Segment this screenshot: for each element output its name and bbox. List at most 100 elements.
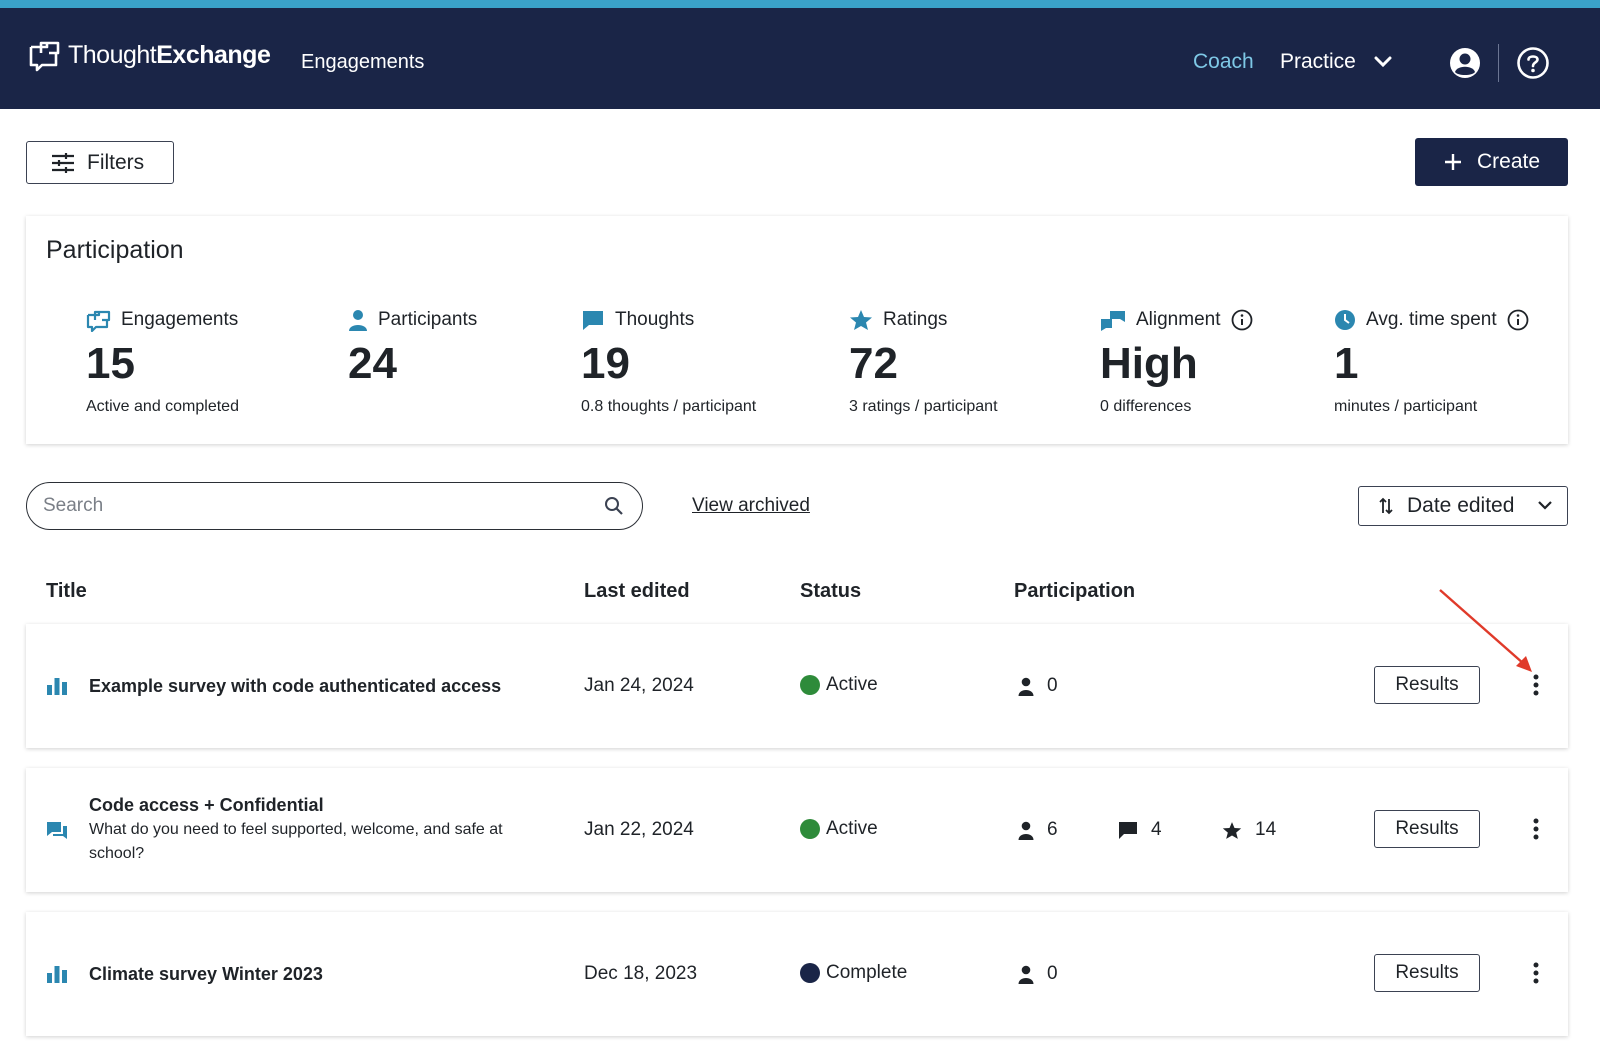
last-edited-date: Dec 18, 2023	[584, 963, 698, 984]
bar-chart-icon	[47, 966, 67, 983]
star-icon	[1222, 821, 1242, 839]
person-icon	[1018, 821, 1034, 840]
engagement-title[interactable]: Example survey with code authenticated a…	[89, 676, 502, 696]
status-dot	[800, 963, 820, 983]
stat-value: 15	[86, 339, 135, 388]
stat-thoughts: Thoughts 19 0.8 thoughts / participant	[581, 308, 756, 416]
nav-engagements-link[interactable]: Engagements	[301, 51, 425, 73]
kebab-menu-icon	[1533, 962, 1539, 984]
help-icon[interactable]	[1516, 46, 1550, 80]
plus-icon	[1444, 154, 1461, 170]
brand-wordmark: ThoughtExchange	[68, 40, 271, 69]
stat-label: Alignment	[1136, 309, 1221, 330]
stat-label: Avg. time spent	[1366, 309, 1497, 330]
results-button[interactable]: Results	[1374, 810, 1480, 848]
stat-label: Thoughts	[615, 309, 695, 330]
stat-label: Ratings	[883, 309, 948, 330]
stat-value: 24	[348, 339, 397, 388]
column-header-last-edited[interactable]: Last edited	[584, 580, 690, 602]
status-label: Active	[826, 674, 878, 695]
column-header-status[interactable]: Status	[800, 580, 862, 602]
engagement-title[interactable]: Climate survey Winter 2023	[89, 964, 323, 984]
nav-practice-dropdown[interactable]: Practice	[1280, 50, 1392, 74]
stat-subtext: 0.8 thoughts / participant	[581, 398, 757, 415]
top-navbar: ThoughtExchange Engagements Coach Practi…	[0, 8, 1600, 109]
alignment-icon	[1101, 311, 1125, 331]
star-icon	[850, 310, 872, 330]
search-input[interactable]	[43, 495, 583, 517]
participation-card: Participation Engagements 15 Active and …	[26, 216, 1568, 444]
thoughts-value: 4	[1151, 819, 1162, 840]
participants-value: 0	[1047, 675, 1058, 696]
ratings-value: 14	[1255, 819, 1277, 840]
column-header-participation[interactable]: Participation	[1014, 580, 1136, 602]
sort-arrows-icon	[1379, 497, 1393, 515]
create-button[interactable]: Create	[1415, 138, 1568, 186]
ratings-count: 14	[1222, 819, 1276, 841]
participants-value: 0	[1047, 963, 1058, 984]
chevron-down-icon	[1374, 56, 1392, 68]
status-label: Active	[826, 818, 878, 839]
participation-title: Participation	[46, 236, 184, 264]
status-dot	[800, 819, 820, 839]
speech-bubble-icon	[1119, 821, 1137, 839]
filters-label: Filters	[87, 150, 145, 174]
thoughts-count: 4	[1118, 819, 1162, 841]
participants-count: 0	[1018, 675, 1058, 697]
stat-subtext: 0 differences	[1100, 398, 1192, 415]
more-options-button[interactable]	[1526, 959, 1546, 987]
status-badge: Active	[800, 818, 878, 840]
chevron-down-icon	[1538, 501, 1552, 510]
table-row[interactable]: Example survey with code authenticated a…	[26, 624, 1568, 748]
accent-strip	[0, 0, 1600, 8]
brand-logo[interactable]: ThoughtExchange	[28, 38, 271, 72]
search-box	[26, 482, 643, 530]
table-row[interactable]: Climate survey Winter 2023 Dec 18, 2023 …	[26, 912, 1568, 1036]
sliders-icon	[52, 152, 74, 173]
clock-icon	[1335, 310, 1355, 330]
stat-label: Participants	[378, 309, 478, 330]
logo-icon	[29, 41, 60, 72]
search-icon[interactable]	[604, 496, 624, 516]
results-button[interactable]: Results	[1374, 954, 1480, 992]
results-button[interactable]: Results	[1374, 666, 1480, 704]
stat-engagements: Engagements 15 Active and completed	[86, 308, 239, 416]
user-icon[interactable]	[1448, 46, 1482, 80]
status-label: Complete	[826, 962, 908, 983]
person-icon	[1018, 677, 1034, 696]
engagements-icon	[86, 310, 111, 332]
nav-practice-label: Practice	[1280, 50, 1356, 73]
navbar-divider	[1498, 44, 1499, 82]
sort-label: Date edited	[1407, 494, 1515, 517]
kebab-menu-icon	[1533, 674, 1539, 696]
status-dot	[800, 675, 820, 695]
table-row[interactable]: Code access + Confidential What do you n…	[26, 768, 1568, 892]
info-icon[interactable]	[1231, 309, 1253, 331]
kebab-menu-icon	[1533, 818, 1539, 840]
stat-subtext: minutes / participant	[1334, 398, 1478, 415]
filters-button[interactable]: Filters	[26, 141, 174, 184]
nav-coach-link[interactable]: Coach	[1193, 50, 1254, 73]
status-badge: Complete	[800, 962, 907, 984]
column-header-title[interactable]: Title	[46, 580, 87, 602]
engagement-title[interactable]: Code access + Confidential	[89, 795, 324, 815]
stat-subtext: 3 ratings / participant	[849, 398, 998, 415]
stat-ratings: Ratings 72 3 ratings / participant	[849, 308, 998, 416]
more-options-button[interactable]	[1526, 671, 1546, 699]
stat-avg-time: Avg. time spent 1 minutes / participant	[1334, 308, 1529, 416]
stat-subtext: Active and completed	[86, 398, 239, 415]
participants-count: 6	[1018, 819, 1058, 841]
last-edited-date: Jan 22, 2024	[584, 819, 694, 840]
info-icon[interactable]	[1507, 309, 1529, 331]
chat-bubbles-icon	[47, 822, 67, 839]
sort-dropdown[interactable]: Date edited	[1358, 486, 1568, 526]
stat-label: Engagements	[121, 309, 239, 330]
create-label: Create	[1476, 150, 1541, 173]
speech-bubble-icon	[583, 311, 603, 330]
status-badge: Active	[800, 674, 878, 696]
more-options-button[interactable]	[1526, 815, 1546, 843]
view-archived-link[interactable]: View archived	[692, 495, 810, 516]
stat-value: 72	[849, 339, 898, 388]
stat-value: 19	[581, 339, 630, 388]
stat-participants: Participants 24	[348, 308, 477, 398]
